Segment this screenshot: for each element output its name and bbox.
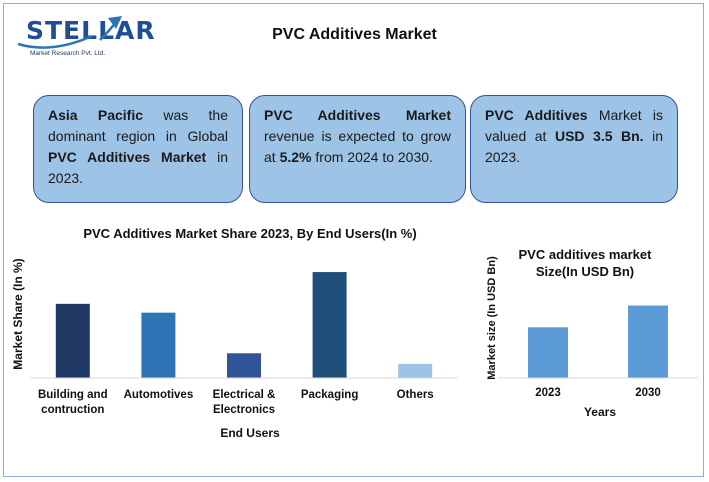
stellar-logo: STELLAR Market Research Pvt. Ltd. xyxy=(12,10,155,60)
x-tick-line: 2023 xyxy=(535,387,561,399)
info-box-value: PVC Additives Market is valued at USD 3.… xyxy=(470,95,678,203)
logo-wordmark: STELLAR xyxy=(26,16,156,45)
info-box-text: Market is valued at xyxy=(485,107,663,144)
x-tick-line: Packaging xyxy=(300,389,359,401)
x-tick-label: Building and contruction xyxy=(30,388,116,418)
x-tick-line: Electronics xyxy=(212,404,275,416)
size-chart-title-line1: PVC additives market xyxy=(518,247,652,262)
info-box-text: Asia Pacific xyxy=(48,107,144,123)
logo-subtitle: Market Research Pvt. Ltd. xyxy=(30,50,106,57)
x-tick-line: Electrical & xyxy=(212,389,276,401)
bar-2023 xyxy=(528,327,568,378)
share-chart-title: PVC Additives Market Share 2023, By End … xyxy=(83,226,417,241)
x-tick-line: Others xyxy=(396,389,434,401)
x-tick-line: contruction xyxy=(41,404,105,416)
x-tick-label: Automotives xyxy=(116,388,202,403)
size-chart-title: PVC additives market Size(In USD Bn) xyxy=(495,246,675,280)
info-box-text: PVC Additives Market xyxy=(48,149,207,165)
info-box-text: was the dominant region in Global xyxy=(48,107,229,144)
info-box-text: in 2023. xyxy=(485,128,663,165)
bar-others xyxy=(398,363,433,378)
x-tick-label: 2023 xyxy=(498,386,598,401)
info-box-text: PVC Additives xyxy=(485,107,588,123)
x-tick-label: Electrical & Electronics xyxy=(201,388,287,418)
info-box-region: Asia Pacific was the dominant region in … xyxy=(33,95,243,203)
x-tick-line: 2030 xyxy=(635,387,661,399)
bar-building-and-contruction xyxy=(55,303,90,378)
bar-2030 xyxy=(628,305,668,378)
x-tick-line: Automotives xyxy=(123,389,194,401)
infographic-frame xyxy=(3,3,704,477)
size-chart-xlabel: Years xyxy=(583,405,617,419)
info-box-growth: PVC Additives Market revenue is expected… xyxy=(249,95,466,203)
info-box-text: in 2023. xyxy=(48,149,228,186)
info-box-text: from 2024 to 2030. xyxy=(311,149,433,165)
logo-swoosh-icon xyxy=(17,16,122,49)
x-tick-label: Others xyxy=(372,388,458,403)
x-tick-label: 2030 xyxy=(598,386,698,401)
share-chart-xlabel: End Users xyxy=(220,426,280,440)
bar-electrical-electronics xyxy=(227,353,261,378)
bar-automotives xyxy=(141,312,176,378)
page-title: PVC Additives Market xyxy=(272,26,437,43)
info-box-text: revenue is expected to grow at xyxy=(264,128,451,165)
x-tick-label: Packaging xyxy=(287,388,373,403)
info-box-text: USD 3.5 Bn. xyxy=(554,128,644,144)
bar-packaging xyxy=(312,272,347,378)
info-box-text: PVC Additives Market xyxy=(264,107,451,123)
size-chart-title-line2: Size(In USD Bn) xyxy=(535,264,635,279)
info-box-text: 5.2% xyxy=(279,149,312,165)
x-tick-line: Building and xyxy=(37,389,108,401)
